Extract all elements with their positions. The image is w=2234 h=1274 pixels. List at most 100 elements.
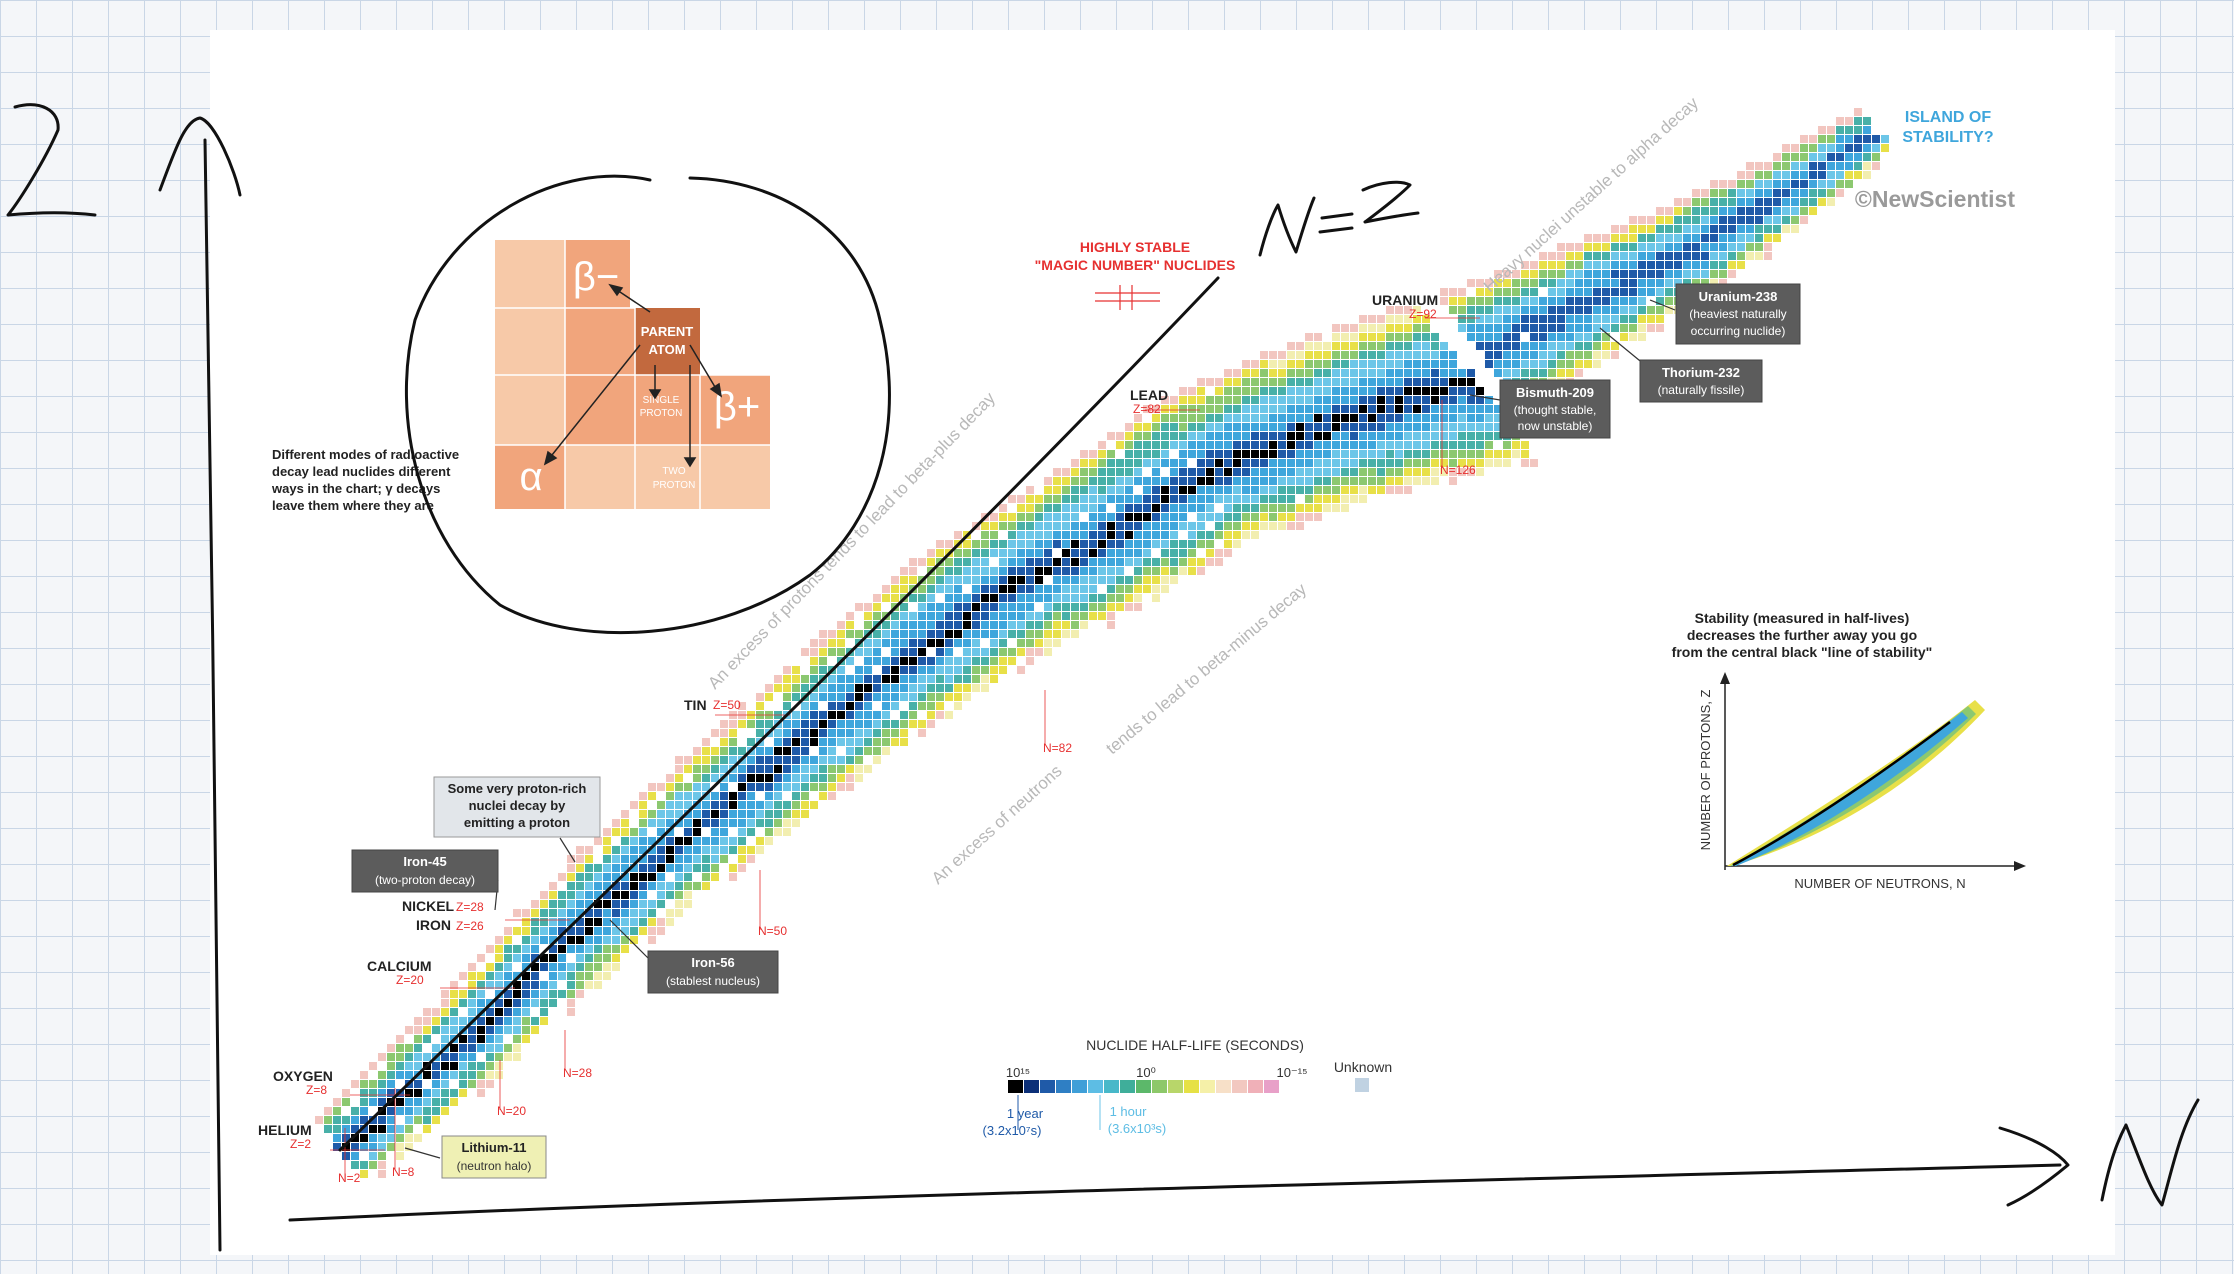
nuclide-cell <box>1233 486 1241 494</box>
nuclide-cell <box>513 954 521 962</box>
nuclide-cell <box>1395 351 1403 359</box>
nuclide-cell <box>1233 432 1241 440</box>
nuclide-cell <box>1494 450 1502 458</box>
nuclide-cell <box>1359 495 1367 503</box>
island-nuclide-cell <box>1737 189 1745 197</box>
nuclide-cell <box>1170 396 1178 404</box>
nuclide-cell <box>657 837 665 845</box>
nuclide-cell <box>954 612 962 620</box>
stable-nuclide-cell <box>396 1098 404 1106</box>
nuclide-cell <box>414 1053 422 1061</box>
nuclide-cell <box>738 828 746 836</box>
nuclide-cell <box>693 765 701 773</box>
nuclide-cell <box>630 828 638 836</box>
nuclide-cell <box>666 882 674 890</box>
nuclide-cell <box>1494 432 1502 440</box>
island-nuclide-cell <box>1854 153 1862 161</box>
nuclide-cell <box>828 675 836 683</box>
nuclide-cell <box>891 738 899 746</box>
nuclide-cell <box>882 747 890 755</box>
nuclide-cell <box>1413 414 1421 422</box>
stable-nuclide-cell <box>1341 414 1349 422</box>
nuclide-cell <box>1395 477 1403 485</box>
nuclide-cell <box>360 1089 368 1097</box>
svg-text:Lithium-11: Lithium-11 <box>461 1140 526 1155</box>
nuclide-cell <box>954 639 962 647</box>
nuclide-cell <box>612 936 620 944</box>
nuclide-cell <box>900 567 908 575</box>
island-nuclide-cell <box>1881 144 1889 152</box>
callout-iron-45: Iron-45 (two-proton decay) <box>351 849 499 911</box>
nuclide-cell <box>1242 396 1250 404</box>
nuclide-cell <box>1269 378 1277 386</box>
nuclide-cell <box>1305 450 1313 458</box>
island-nuclide-cell <box>1602 342 1610 350</box>
nuclide-cell <box>1044 612 1052 620</box>
nuclide-cell <box>693 846 701 854</box>
nuclide-cell <box>1278 405 1286 413</box>
nuclide-cell <box>738 810 746 818</box>
nuclide-cell <box>1332 369 1340 377</box>
nuclide-cell <box>639 810 647 818</box>
nuclide-cell <box>1107 540 1115 548</box>
nuclide-cell <box>1134 468 1142 476</box>
nuclide-cell <box>756 702 764 710</box>
nuclide-cell <box>531 909 539 917</box>
nuclide-cell <box>1134 594 1142 602</box>
nuclide-cell <box>693 774 701 782</box>
nuclide-cell <box>495 963 503 971</box>
nuclide-cell <box>1242 486 1250 494</box>
nuclide-cell <box>1341 369 1349 377</box>
nuclide-cell <box>684 846 692 854</box>
nuclide-cell <box>1170 495 1178 503</box>
nuclide-cell <box>1044 630 1052 638</box>
island-nuclide-cell <box>1485 333 1493 341</box>
nuclide-cell <box>1314 441 1322 449</box>
island-nuclide-cell <box>1836 117 1844 125</box>
svg-text:NICKEL: NICKEL <box>402 898 455 914</box>
island-nuclide-cell <box>1809 198 1817 206</box>
island-nuclide-cell <box>1629 270 1637 278</box>
element-label-oxygen: OXYGEN Z=8 <box>273 1068 333 1097</box>
nuclide-cell <box>756 765 764 773</box>
nuclide-cell <box>432 1098 440 1106</box>
island-nuclide-cell <box>1845 171 1853 179</box>
nuclide-cell <box>792 756 800 764</box>
nuclide-cell <box>1071 630 1079 638</box>
nuclide-cell <box>972 675 980 683</box>
nuclide-cell <box>1431 423 1439 431</box>
nuclide-cell <box>1071 603 1079 611</box>
island-nuclide-cell <box>1845 117 1853 125</box>
nuclide-cell <box>495 1035 503 1043</box>
nuclide-cell <box>648 819 656 827</box>
nuclide-cell <box>891 648 899 656</box>
nuclide-cell <box>675 819 683 827</box>
nuclide-cell <box>900 738 908 746</box>
nuclide-cell <box>540 909 548 917</box>
stable-nuclide-cell <box>513 981 521 989</box>
nuclide-cell <box>1395 315 1403 323</box>
nuclide-cell <box>1431 405 1439 413</box>
nuclide-cell <box>1080 594 1088 602</box>
nuclide-cell <box>549 927 557 935</box>
nuclide-cell <box>837 765 845 773</box>
nuclide-cell <box>1323 342 1331 350</box>
nuclide-cell <box>621 819 629 827</box>
nuclide-cell <box>801 648 809 656</box>
stable-nuclide-cell <box>621 891 629 899</box>
nuclide-cell <box>1053 603 1061 611</box>
nuclide-cell <box>1053 522 1061 530</box>
decay-desc-line2: decay lead nuclides different <box>272 464 451 479</box>
nuclide-cell <box>1224 513 1232 521</box>
element-label-uranium: URANIUM Z=92 <box>1372 292 1438 321</box>
nuclide-cell <box>1170 558 1178 566</box>
nuclide-cell <box>1116 558 1124 566</box>
nuclide-cell <box>1089 612 1097 620</box>
island-nuclide-cell <box>1557 342 1565 350</box>
island-nuclide-cell <box>1593 333 1601 341</box>
island-nuclide-cell <box>1557 333 1565 341</box>
nuclide-cell <box>621 828 629 836</box>
nuclide-cell <box>513 1008 521 1016</box>
nuclide-cell <box>1080 504 1088 512</box>
nuclide-cell <box>1134 477 1142 485</box>
